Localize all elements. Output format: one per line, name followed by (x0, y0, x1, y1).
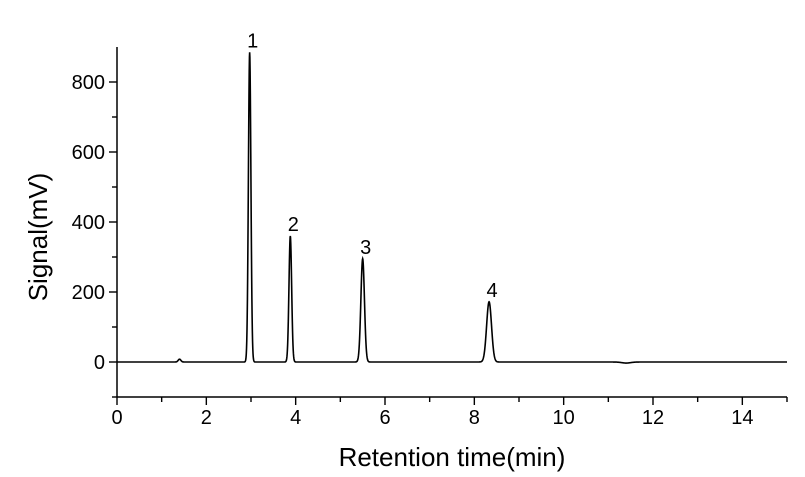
x-axis-ticks: 0 2 4 6 8 10 12 14 (111, 397, 788, 429)
y-tick-label: 600 (72, 142, 105, 164)
y-tick-label: 0 (94, 352, 105, 374)
y-tick-label: 400 (72, 212, 105, 234)
peak-label: 3 (360, 237, 371, 259)
peak-label: 4 (487, 280, 498, 302)
x-tick-label: 10 (553, 407, 575, 429)
peak-label: 2 (288, 214, 299, 236)
x-tick-label: 14 (731, 407, 753, 429)
plot-area (117, 52, 787, 364)
signal-trace (117, 52, 787, 364)
x-tick-label: 6 (379, 407, 390, 429)
y-tick-label: 800 (72, 72, 105, 94)
y-tick-label: 200 (72, 282, 105, 304)
x-tick-label: 4 (290, 407, 301, 429)
x-tick-label: 8 (469, 407, 480, 429)
peak-labels: 1 2 3 4 (247, 30, 498, 302)
axes: 0 2 4 6 8 10 12 14 0 200 400 600 800 (72, 47, 788, 429)
y-axis-ticks: 0 200 400 600 800 (72, 72, 117, 398)
x-tick-label: 12 (642, 407, 664, 429)
x-tick-label: 2 (201, 407, 212, 429)
y-axis-title: Signal(mV) (23, 173, 53, 302)
peak-label: 1 (247, 30, 258, 52)
x-tick-label: 0 (111, 407, 122, 429)
x-axis-title: Retention time(min) (339, 442, 566, 472)
